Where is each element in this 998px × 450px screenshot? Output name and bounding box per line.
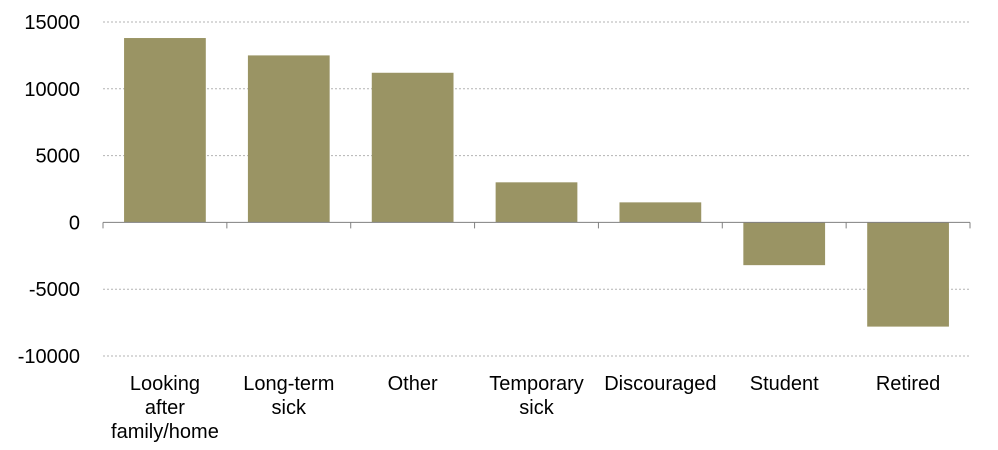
bar-4	[619, 202, 702, 223]
bar-0	[124, 38, 206, 223]
x-category-label-line: after	[145, 397, 185, 419]
y-axis-tick-labels: 15000 10000 5000 0 -5000 -10000	[18, 12, 80, 368]
bar-2	[371, 72, 454, 223]
x-category-label-line: Temporary	[489, 373, 583, 395]
x-category-label-line: Retired	[876, 373, 940, 395]
x-category-label: Discouraged	[604, 373, 716, 395]
x-category-label: Other	[388, 373, 438, 395]
x-category-label: Temporary sick	[489, 373, 583, 419]
x-category-label: Student	[750, 373, 819, 395]
bars	[124, 38, 949, 327]
x-category-label-line: Looking	[130, 373, 200, 395]
x-category-label-line: sick	[519, 397, 554, 419]
x-category-label-line: Discouraged	[604, 373, 716, 395]
x-category-label-line: family/home	[111, 421, 219, 443]
x-category-label: Looking after family/home	[111, 373, 219, 443]
x-category-label-line: sick	[272, 397, 307, 419]
y-tick-label: 10000	[24, 79, 80, 101]
y-tick-label: 0	[69, 212, 80, 234]
bar-1	[247, 55, 330, 223]
x-category-label-line: Long-term	[243, 373, 334, 395]
x-axis	[102, 221, 971, 229]
bar-6	[867, 222, 949, 327]
x-category-label: Long-term sick	[243, 373, 334, 419]
bar-3	[495, 182, 578, 223]
y-tick-label: -10000	[18, 346, 80, 368]
x-category-label-line: Student	[750, 373, 819, 395]
x-category-label-line: Other	[388, 373, 438, 395]
y-tick-label: -5000	[29, 279, 80, 301]
bar-5	[743, 222, 826, 266]
y-tick-label: 5000	[36, 146, 81, 168]
x-category-label: Retired	[876, 373, 940, 395]
y-tick-label: 15000	[24, 12, 80, 34]
gridlines	[103, 21, 970, 357]
